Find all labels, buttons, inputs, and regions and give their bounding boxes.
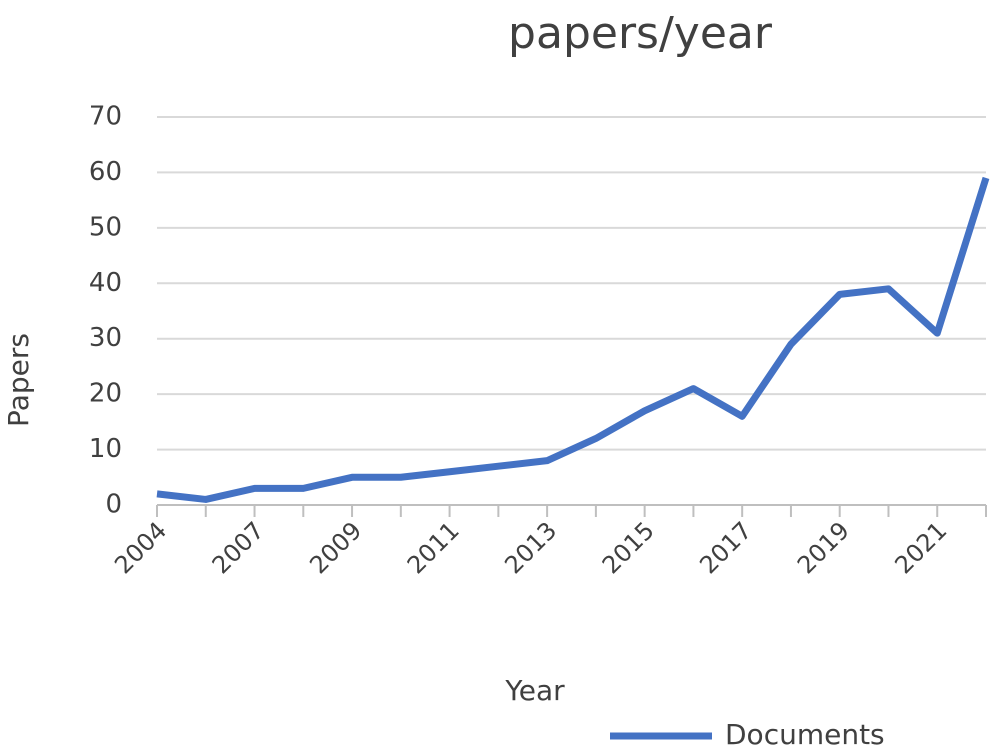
- x-tick-label: 2017: [694, 516, 757, 579]
- x-tick-label: 2019: [792, 516, 855, 579]
- y-tick-label: 50: [89, 212, 122, 242]
- legend-label: Documents: [725, 718, 885, 751]
- y-tick-label: 60: [89, 157, 122, 187]
- x-axis-title: Year: [504, 674, 565, 707]
- data-line: [156, 176, 990, 503]
- x-tick-label: 2004: [109, 516, 172, 579]
- x-tick-label: 2015: [597, 516, 660, 579]
- x-tick-label: 2013: [499, 516, 562, 579]
- y-tick-label: 40: [89, 268, 122, 298]
- y-tick-label: 20: [89, 379, 122, 409]
- y-tick-label: 70: [89, 102, 122, 132]
- x-tick-label: 2011: [402, 516, 465, 579]
- y-tick-label: 0: [105, 490, 122, 520]
- y-axis-title: Papers: [2, 333, 35, 427]
- x-tick-label: 2021: [889, 516, 952, 579]
- x-tick-label: 2007: [207, 516, 270, 579]
- y-tick-label: 10: [89, 434, 122, 464]
- y-tick-label: 30: [89, 323, 122, 353]
- chart-title: papers/year: [508, 8, 773, 59]
- x-tick-label: 2009: [304, 516, 367, 579]
